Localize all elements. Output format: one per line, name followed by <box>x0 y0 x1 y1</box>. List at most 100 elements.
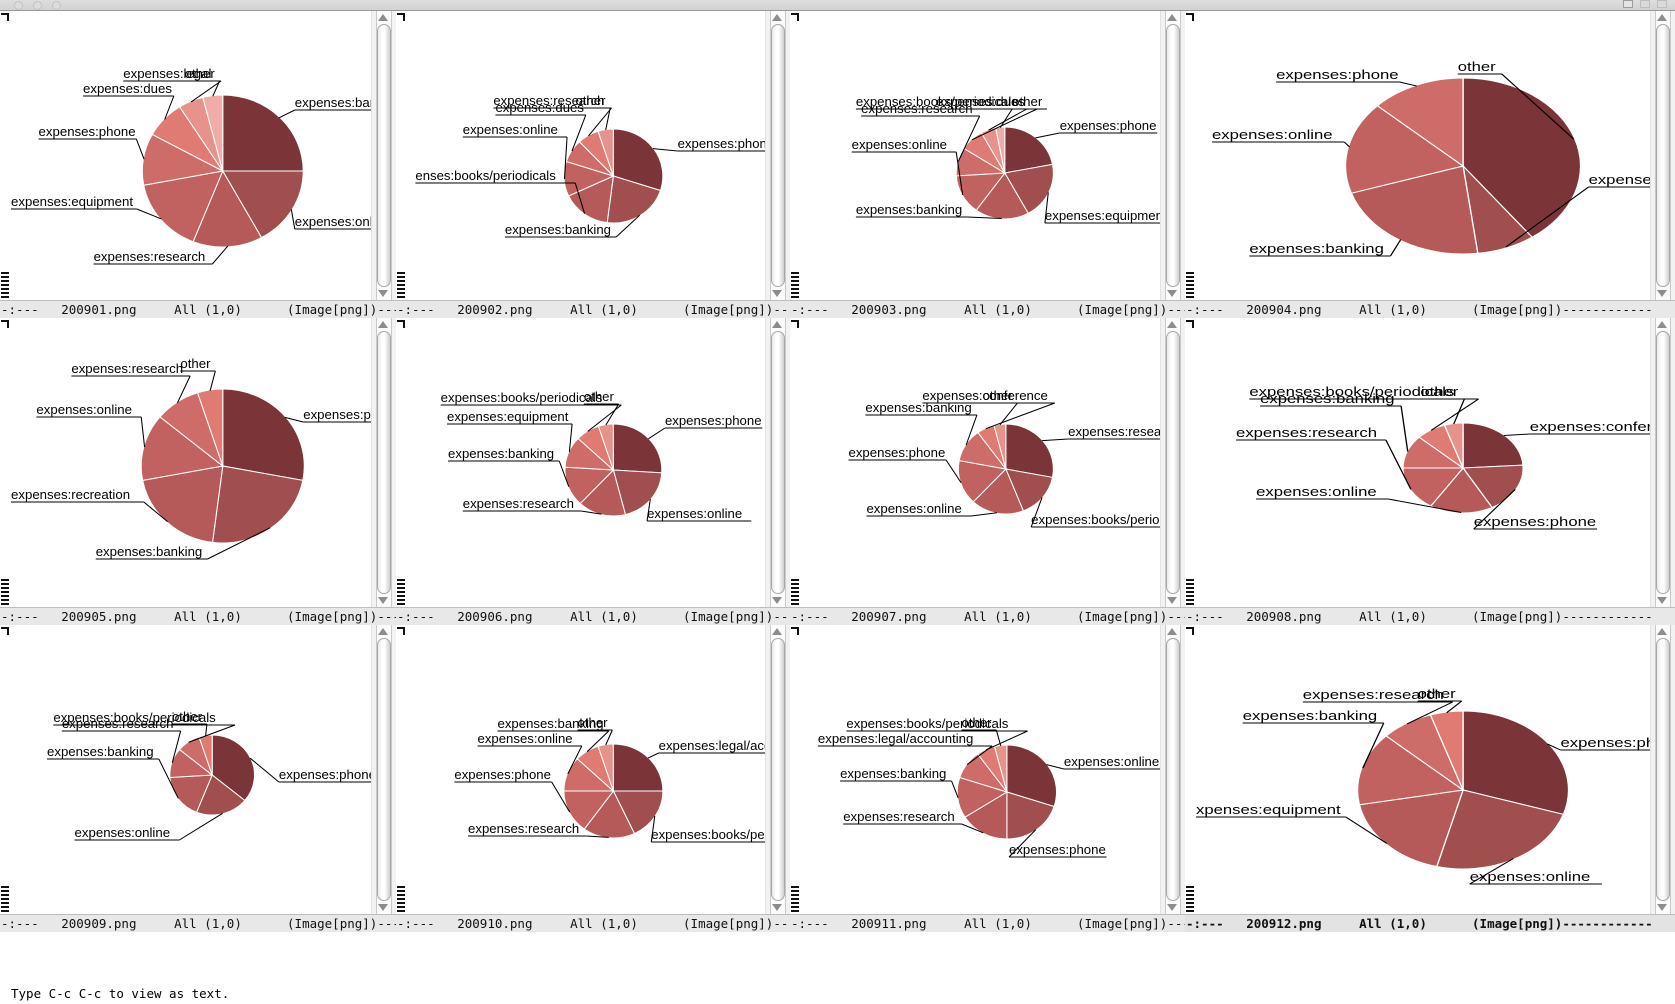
vertical-scrollbar[interactable] <box>371 625 396 914</box>
emacs-window-200908[interactable]: expenses:conference expenses:phone expense… <box>1185 318 1675 625</box>
mode-line[interactable]: -:--- 200912.png All (1,0) (Image[png])-… <box>1185 914 1675 932</box>
emacs-window-200906[interactable]: expenses:phone expenses:online expenses:re… <box>396 318 790 625</box>
buffer-area[interactable]: expenses:conference expenses:phone expense… <box>1185 318 1675 607</box>
scrollbar-thumb[interactable] <box>1656 24 1670 287</box>
scroll-down-arrow-icon[interactable] <box>1167 904 1177 911</box>
scroll-up-arrow-icon[interactable] <box>1167 628 1177 635</box>
scrollbar-thumb[interactable] <box>771 638 785 901</box>
vertical-scrollbar[interactable] <box>1650 625 1675 914</box>
restore-icon[interactable] <box>1623 0 1633 8</box>
scroll-down-arrow-icon[interactable] <box>772 904 782 911</box>
emacs-window-200904[interactable]: other expenses:res expenses:banking expense… <box>1185 11 1675 318</box>
label-leader-line <box>1343 141 1351 148</box>
buffer-area[interactable]: expenses:phone expenses:online expenses:re… <box>396 318 790 607</box>
scrollbar-thumb[interactable] <box>1166 331 1180 594</box>
scroll-down-arrow-icon[interactable] <box>378 290 388 297</box>
emacs-window-200902[interactable]: expenses:phone expenses:banking enses:book… <box>396 11 790 318</box>
vertical-scrollbar[interactable] <box>765 318 790 607</box>
scroll-down-arrow-icon[interactable] <box>772 597 782 604</box>
scrollbar-thumb[interactable] <box>771 24 785 287</box>
scrollbar-thumb[interactable] <box>1166 24 1180 287</box>
mode-line-position: All (1,0) <box>174 609 242 624</box>
vertical-scrollbar[interactable] <box>371 318 396 607</box>
buffer-area[interactable]: expenses:phone expenses:online xpenses:equ… <box>1185 625 1675 914</box>
mode-line[interactable]: -:--- 200902.png All (1,0) (Image[png])-… <box>396 300 790 318</box>
scroll-up-arrow-icon[interactable] <box>1657 321 1667 328</box>
pie-chart: expenses:phone expenses:banking enses:book… <box>407 11 765 300</box>
scroll-down-arrow-icon[interactable] <box>772 290 782 297</box>
pie-slice-label: expenses:banking <box>47 744 154 759</box>
mode-line[interactable]: -:--- 200907.png All (1,0) (Image[png])-… <box>790 607 1185 625</box>
mode-line[interactable]: -:--- 200909.png All (1,0) (Image[png])-… <box>0 914 396 932</box>
scrollbar-thumb[interactable] <box>377 24 391 287</box>
scrollbar-thumb[interactable] <box>377 638 391 901</box>
buffer-area[interactable]: expenses:phone expenses:banking expenses:r… <box>0 318 396 607</box>
scroll-down-arrow-icon[interactable] <box>378 597 388 604</box>
buffer-area[interactable]: expenses:online expenses:phone expenses:re… <box>790 625 1185 914</box>
window-maximize-icon[interactable] <box>52 1 61 10</box>
vertical-scrollbar[interactable] <box>765 625 790 914</box>
mode-line[interactable]: -:--- 200904.png All (1,0) (Image[png])-… <box>1185 300 1675 318</box>
buffer-area[interactable]: expenses:phone expenses:banking enses:book… <box>396 11 790 300</box>
emacs-window-200907[interactable]: expenses:research expenses:books/periodic… <box>790 318 1185 625</box>
emacs-window-200905[interactable]: expenses:phone expenses:banking expenses:r… <box>0 318 396 625</box>
scroll-up-arrow-icon[interactable] <box>378 14 388 21</box>
vertical-scrollbar[interactable] <box>765 11 790 300</box>
mode-line[interactable]: -:--- 200910.png All (1,0) (Image[png])-… <box>396 914 790 932</box>
scroll-up-arrow-icon[interactable] <box>1657 14 1667 21</box>
buffer-area[interactable]: expenses:phone expenses:equipment expenses… <box>790 11 1185 300</box>
mode-line-gap-2 <box>1032 302 1077 317</box>
emacs-window-200903[interactable]: expenses:phone expenses:equipment expenses… <box>790 11 1185 318</box>
mode-line[interactable]: -:--- 200901.png All (1,0) (Image[png])-… <box>0 300 396 318</box>
mode-line[interactable]: -:--- 200908.png All (1,0) (Image[png])-… <box>1185 607 1675 625</box>
scroll-up-arrow-icon[interactable] <box>378 628 388 635</box>
vertical-scrollbar[interactable] <box>1650 318 1675 607</box>
window-close-icon[interactable] <box>14 1 23 10</box>
pie-slice-label: other <box>1458 61 1496 75</box>
scroll-down-arrow-icon[interactable] <box>1167 597 1177 604</box>
mode-line[interactable]: -:--- 200903.png All (1,0) (Image[png])-… <box>790 300 1185 318</box>
minimize-icon[interactable] <box>1640 0 1650 8</box>
emacs-window-200912[interactable]: expenses:phone expenses:online xpenses:equ… <box>1185 625 1675 932</box>
label-leader-line <box>278 109 296 119</box>
emacs-window-200909[interactable]: expenses:phone expenses:online expenses:ba… <box>0 625 396 932</box>
scroll-down-arrow-icon[interactable] <box>1657 290 1667 297</box>
scrollbar-thumb[interactable] <box>1166 638 1180 901</box>
mode-line[interactable]: -:--- 200906.png All (1,0) (Image[png])-… <box>396 607 790 625</box>
scroll-up-arrow-icon[interactable] <box>378 321 388 328</box>
mode-line[interactable]: -:--- 200905.png All (1,0) (Image[png])-… <box>0 607 396 625</box>
scroll-up-arrow-icon[interactable] <box>772 628 782 635</box>
scrollbar-thumb[interactable] <box>377 331 391 594</box>
scrollbar-thumb[interactable] <box>771 331 785 594</box>
buffer-area[interactable]: expenses:phone expenses:online expenses:ba… <box>0 625 396 914</box>
buffer-area[interactable]: other expenses:res expenses:banking expense… <box>1185 11 1675 300</box>
scroll-up-arrow-icon[interactable] <box>772 321 782 328</box>
mode-line-buffer-name: 200902.png <box>457 302 533 317</box>
scrollbar-thumb[interactable] <box>1656 638 1670 901</box>
buffer-area[interactable]: expenses:legal/accoun expenses:books/peri… <box>396 625 790 914</box>
scrollbar-thumb[interactable] <box>1656 331 1670 594</box>
scroll-up-arrow-icon[interactable] <box>1167 321 1177 328</box>
vertical-scrollbar[interactable] <box>1160 11 1185 300</box>
buffer-area[interactable]: expenses:research expenses:books/periodic… <box>790 318 1185 607</box>
mode-line[interactable]: -:--- 200911.png All (1,0) (Image[png])-… <box>790 914 1185 932</box>
scroll-up-arrow-icon[interactable] <box>772 14 782 21</box>
vertical-scrollbar[interactable] <box>371 11 396 300</box>
vertical-scrollbar[interactable] <box>1160 318 1185 607</box>
vertical-scrollbar[interactable] <box>1650 11 1675 300</box>
buffer-area[interactable]: expenses:banking expenses:online expenses:… <box>0 11 396 300</box>
scroll-down-arrow-icon[interactable] <box>378 904 388 911</box>
scroll-down-arrow-icon[interactable] <box>1167 290 1177 297</box>
emacs-window-200910[interactable]: expenses:legal/accoun expenses:books/peri… <box>396 625 790 932</box>
scroll-up-arrow-icon[interactable] <box>1167 14 1177 21</box>
window-minimize-icon[interactable] <box>33 1 42 10</box>
mode-line-gap-1 <box>926 609 964 624</box>
scroll-up-arrow-icon[interactable] <box>1657 628 1667 635</box>
scroll-down-arrow-icon[interactable] <box>1657 904 1667 911</box>
scroll-down-arrow-icon[interactable] <box>1657 597 1667 604</box>
emacs-window-200901[interactable]: expenses:banking expenses:online expenses:… <box>0 11 396 318</box>
vertical-scrollbar[interactable] <box>1160 625 1185 914</box>
close-icon[interactable] <box>1657 0 1667 8</box>
emacs-window-200911[interactable]: expenses:online expenses:phone expenses:re… <box>790 625 1185 932</box>
pie-slice-label: expenses:legal/accoun <box>659 738 765 753</box>
